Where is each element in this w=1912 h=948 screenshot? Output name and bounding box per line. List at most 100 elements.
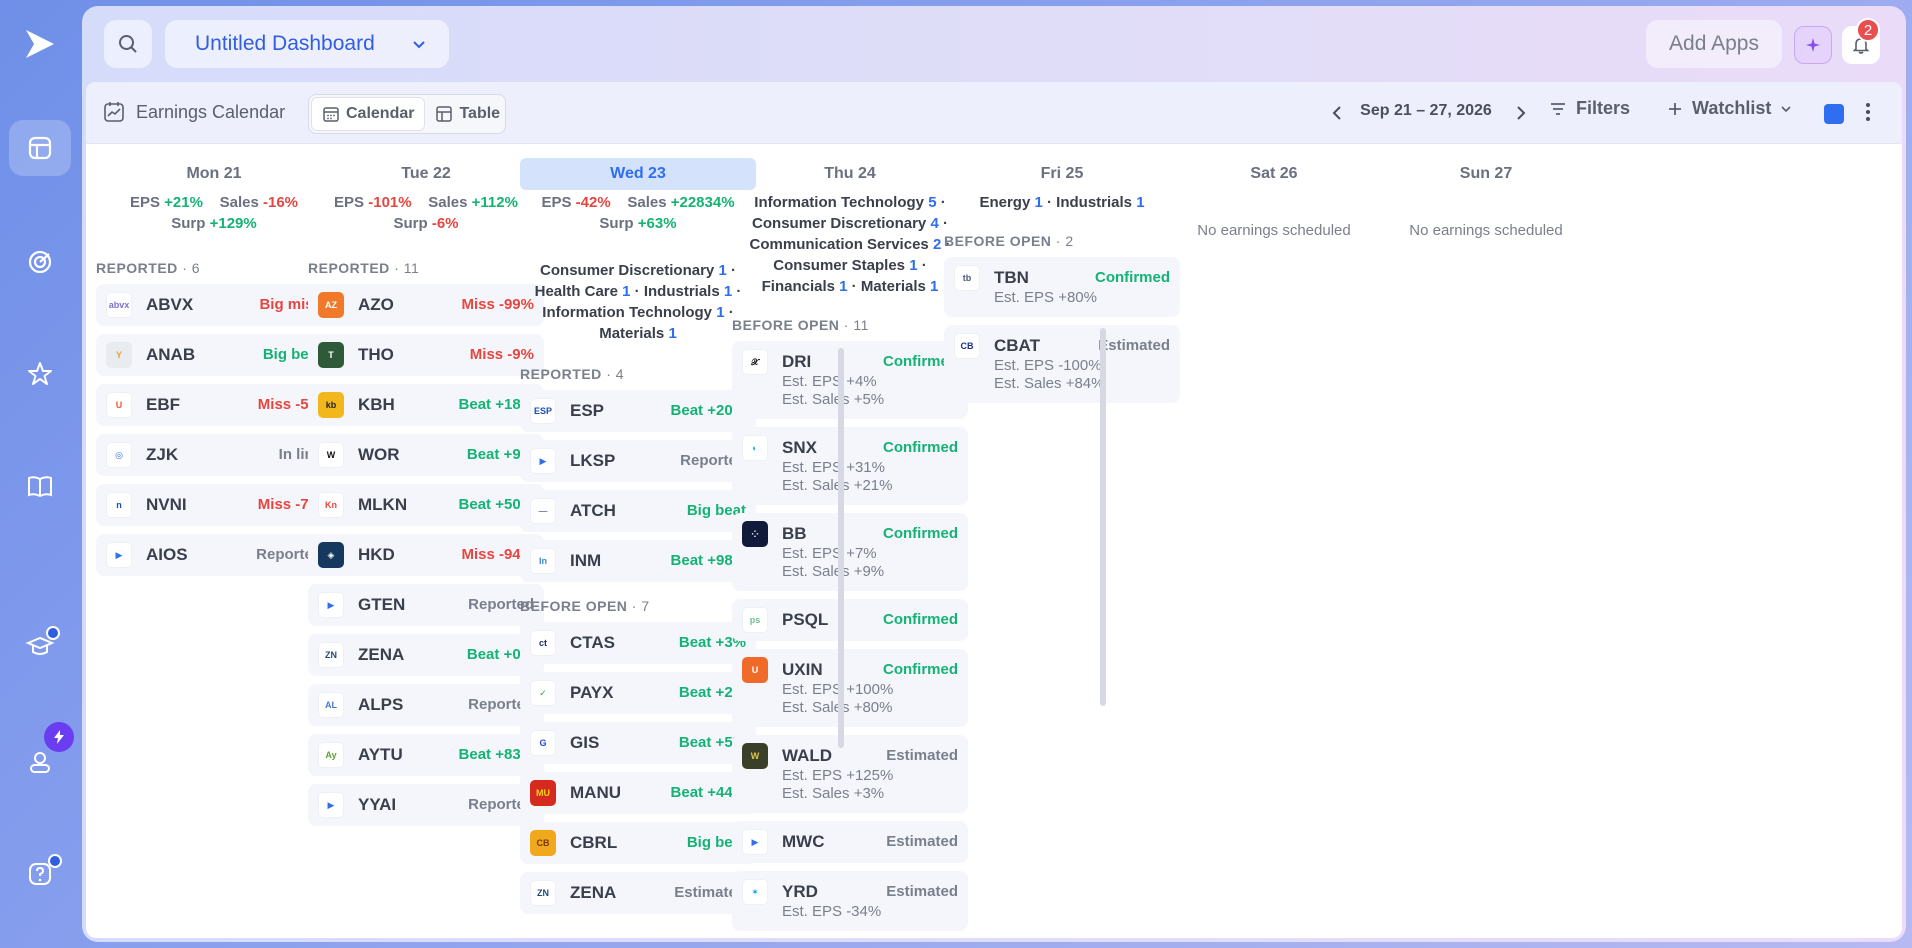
earnings-item[interactable]: — ATCH Big beat <box>520 490 756 532</box>
result-badge: Estimated <box>886 883 958 900</box>
earnings-item[interactable]: W WOR Beat +9% <box>308 434 544 476</box>
sector-name: Health Care <box>534 283 618 300</box>
earnings-item[interactable]: MU MANU Beat +44% <box>520 772 756 814</box>
radar-nav-button[interactable] <box>9 234 71 290</box>
ticker: CBRL <box>570 833 618 852</box>
ticker: DRI <box>782 352 812 371</box>
chevron-down-icon <box>413 41 425 49</box>
dashboard-title-dropdown[interactable]: Untitled Dashboard <box>165 20 449 68</box>
day-header: Sat 26 <box>1250 165 1298 182</box>
result-badge: Beat +83% <box>458 746 534 763</box>
search-button[interactable] <box>104 20 152 68</box>
chevron-left-icon[interactable] <box>1330 104 1346 122</box>
dri-logo: 𝒳 <box>742 349 768 375</box>
chevron-down-icon <box>1781 105 1791 112</box>
sales-value: +22834% <box>670 194 735 211</box>
zjk-logo: ◎ <box>106 442 132 468</box>
watchlist-nav-button[interactable] <box>9 346 71 402</box>
result-badge: Beat +18% <box>458 396 534 413</box>
earnings-item[interactable]: CB CBAT Estimated Est. EPS -100% Est. Sales … <box>944 325 1180 403</box>
ticker: MWC <box>782 832 825 851</box>
ticker: ZJK <box>146 445 179 464</box>
earnings-item[interactable]: In INM Beat +98% <box>520 540 756 582</box>
est-eps: Est. EPS +7% <box>782 545 877 562</box>
earnings-item[interactable]: AZ AZO Miss -99% <box>308 284 544 326</box>
day-stats: EPS -101% Sales +112% Surp -6% <box>308 192 544 234</box>
earnings-item[interactable]: ◐ SNX Confirmed Est. EPS +31% Est. Sales +21… <box>732 427 968 505</box>
upgrade-bolt-icon[interactable] <box>44 722 74 752</box>
dashboard-nav-button[interactable] <box>9 120 71 176</box>
help-nav-button[interactable] <box>9 846 71 902</box>
earnings-item[interactable]: ZN ZENA Beat +0% <box>308 634 544 676</box>
sector-count: 1 <box>839 278 848 295</box>
earnings-item[interactable]: abvx ABVX Big miss <box>96 284 332 326</box>
ticker: ZENA <box>358 645 405 664</box>
account-nav-button[interactable] <box>9 734 71 790</box>
watchlist-dropdown[interactable]: Watchlist <box>1666 98 1793 119</box>
earnings-item[interactable]: W WALD Estimated Est. EPS +125% Est. Sales +… <box>732 735 968 813</box>
filters-button[interactable]: Filters <box>1548 98 1630 119</box>
earnings-item[interactable]: ◈ HKD Miss -94% <box>308 534 544 576</box>
ticker: AIOS <box>146 545 188 564</box>
earnings-item[interactable]: kb KBH Beat +18% <box>308 384 544 426</box>
default-play-logo: ▶ <box>530 448 556 474</box>
earnings-item[interactable]: ps PSQL Confirmed <box>732 599 968 641</box>
chevron-right-icon[interactable] <box>1512 104 1528 122</box>
calendar-view-tab[interactable]: Calendar <box>311 97 426 131</box>
earnings-item[interactable]: n NVNI Miss -7% <box>96 484 332 526</box>
earnings-item[interactable]: ◎ ZJK In line <box>96 434 332 476</box>
wald-logo: W <box>742 743 768 769</box>
ai-assistant-button[interactable] <box>1794 26 1832 64</box>
earnings-item[interactable]: T THO Miss -9% <box>308 334 544 376</box>
earnings-item[interactable]: ESP ESP Beat +20% <box>520 390 756 432</box>
earnings-item[interactable]: ▶ GTEN Reported <box>308 584 544 626</box>
earnings-item[interactable]: Y ANAB Big beat <box>96 334 332 376</box>
ticker: GTEN <box>358 595 406 614</box>
more-options-icon[interactable] <box>1864 100 1872 124</box>
ticker: ZENA <box>570 883 617 902</box>
gis-logo: G <box>530 730 556 756</box>
thu-scrollbar[interactable] <box>1100 328 1106 706</box>
result-badge: Confirmed <box>883 661 958 678</box>
earnings-item[interactable]: Kn MLKN Beat +50% <box>308 484 544 526</box>
earnings-item[interactable]: CB CBRL Big beat <box>520 822 756 864</box>
sales-label: Sales <box>428 194 468 211</box>
section-label: REPORTED · 6 <box>96 260 332 276</box>
earnings-item[interactable]: ▶ LKSP Reported <box>520 440 756 482</box>
earnings-item[interactable]: ✶ YRD Estimated Est. EPS -34% <box>732 871 968 931</box>
earnings-item[interactable]: ✓ PAYX Beat +2% <box>520 672 756 714</box>
wed-scrollbar[interactable] <box>838 348 844 748</box>
abvx-logo: abvx <box>106 292 132 318</box>
earnings-item[interactable]: G GIS Beat +5% <box>520 722 756 764</box>
earnings-item[interactable]: ▶ YYAI Reported <box>308 784 544 826</box>
earnings-item[interactable]: ZN ZENA Estimated <box>520 872 756 914</box>
earnings-item[interactable]: 𝒳 DRI Confirmed Est. EPS +4% Est. Sales +5% <box>732 341 968 419</box>
earnings-item[interactable]: ct CTAS Beat +3% <box>520 622 756 664</box>
table-view-tab[interactable]: Table <box>425 97 510 131</box>
earnings-item[interactable]: ▶ AIOS Reported <box>96 534 332 576</box>
result-badge: Beat +2% <box>678 684 746 701</box>
result-badge: Miss -99% <box>461 296 534 313</box>
earnings-item[interactable]: Ay AYTU Beat +83% <box>308 734 544 776</box>
earnings-item[interactable]: U EBF Miss -5% <box>96 384 332 426</box>
add-apps-button[interactable]: Add Apps <box>1646 20 1782 68</box>
payx-logo: ✓ <box>530 680 556 706</box>
ticker: UXIN <box>782 660 823 679</box>
est-eps: Est. EPS +80% <box>994 289 1097 306</box>
earnings-item[interactable]: ⁘ BB Confirmed Est. EPS +7% Est. Sales +9% <box>732 513 968 591</box>
earnings-item[interactable]: ▶ MWC Estimated <box>732 821 968 863</box>
section-title: BEFORE OPEN <box>944 233 1052 249</box>
earnings-item[interactable]: U UXIN Confirmed Est. EPS +100% Est. Sales +… <box>732 649 968 727</box>
widget-color-swatch[interactable] <box>1824 104 1844 124</box>
learn-nav-button[interactable] <box>9 458 71 514</box>
day-column: Tue 22 EPS -101% Sales +112% Surp -6% REPOR… <box>308 158 544 938</box>
ticker: EBF <box>146 395 180 414</box>
ticker: TBN <box>994 268 1029 287</box>
sales-label: Sales <box>219 194 259 211</box>
earnings-item[interactable]: AL ALPS Reported <box>308 684 544 726</box>
sector-name: Materials <box>860 278 926 295</box>
sector-name: Information Technology <box>542 304 713 321</box>
app-logo-icon[interactable] <box>22 26 58 62</box>
earnings-item[interactable]: tb TBN Confirmed Est. EPS +80% <box>944 257 1180 317</box>
academy-nav-button[interactable] <box>9 618 71 674</box>
